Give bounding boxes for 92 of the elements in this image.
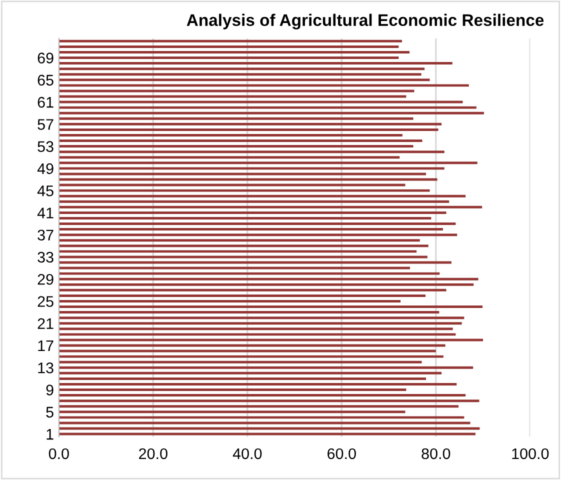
bar <box>58 372 442 374</box>
bar <box>58 84 469 87</box>
bar <box>58 338 484 342</box>
y-tick-label: 53 <box>38 141 54 152</box>
bar <box>58 50 410 54</box>
y-tick-label: 45 <box>37 186 54 196</box>
bar <box>58 311 440 314</box>
bar <box>58 400 480 402</box>
bar <box>58 56 399 60</box>
bar <box>58 366 474 369</box>
bar <box>58 222 456 226</box>
bar <box>58 288 446 292</box>
chart-title: Analysis of Agricultural Economic Resilience <box>186 14 544 30</box>
y-tick-label: 37 <box>38 230 54 241</box>
bar <box>58 162 478 164</box>
bar <box>58 62 452 65</box>
bar <box>58 294 426 297</box>
y-tick-label: 65 <box>38 74 54 86</box>
bar <box>58 78 430 82</box>
x-tick-label: 100.0 <box>512 448 549 460</box>
x-tick-label: 20.0 <box>139 448 168 460</box>
bar <box>58 145 414 148</box>
bar <box>58 355 444 358</box>
bar <box>58 350 436 352</box>
bar <box>58 300 401 302</box>
bar <box>58 156 400 159</box>
bar <box>58 410 406 414</box>
x-tick-label: 60.0 <box>328 448 356 460</box>
bar <box>58 422 470 424</box>
y-tick-label: 69 <box>38 52 54 64</box>
bar <box>58 167 444 170</box>
bar <box>58 272 440 275</box>
y-tick-label: 29 <box>38 274 54 285</box>
y-tick-label: 61 <box>38 96 54 108</box>
bar <box>58 150 444 154</box>
y-tick-label: 9 <box>46 384 54 396</box>
bar <box>58 382 457 386</box>
y-tick-label: 25 <box>38 296 54 307</box>
y-tick-label: 21 <box>38 318 54 329</box>
bar <box>58 432 476 436</box>
bar <box>58 228 443 231</box>
bar <box>58 134 402 136</box>
bar <box>58 266 410 270</box>
y-tick-label: 5 <box>46 406 54 418</box>
bar <box>58 322 462 325</box>
bar <box>58 194 466 198</box>
bar <box>58 283 474 286</box>
bar <box>58 45 399 48</box>
bar <box>58 388 406 392</box>
bar <box>58 206 482 208</box>
y-tick-label: 41 <box>37 208 54 218</box>
bar <box>58 90 414 92</box>
y-tick-label: 13 <box>38 362 54 374</box>
bar <box>58 73 422 76</box>
bar <box>58 244 428 248</box>
bar <box>58 128 438 131</box>
y-tick-label: 33 <box>38 252 54 263</box>
bar <box>58 40 402 42</box>
y-tick-label: 49 <box>37 163 54 174</box>
bar <box>58 328 453 330</box>
y-tick-label: 1 <box>46 429 54 440</box>
bar <box>58 306 483 308</box>
bar <box>58 239 420 242</box>
bar <box>58 106 476 109</box>
x-tick-label: 40.0 <box>232 448 262 460</box>
bar <box>58 234 458 236</box>
bar <box>58 416 464 419</box>
bar <box>58 278 478 280</box>
bar <box>58 211 446 214</box>
bar <box>58 216 432 220</box>
bar <box>58 184 406 186</box>
bar <box>58 112 484 114</box>
bar <box>58 250 417 253</box>
bar <box>58 256 428 258</box>
bar <box>58 200 450 203</box>
bar <box>58 360 422 364</box>
bar <box>58 117 414 120</box>
y-tick-label: 57 <box>38 119 54 130</box>
bar <box>58 316 464 320</box>
bar <box>58 122 442 126</box>
bar <box>58 100 463 104</box>
bar <box>58 68 425 70</box>
bar <box>58 377 426 380</box>
bar <box>58 140 422 142</box>
bar <box>58 333 456 336</box>
bar <box>58 189 430 192</box>
bar <box>58 172 426 176</box>
bar <box>58 394 466 397</box>
x-tick-label: 80.0 <box>422 448 450 460</box>
x-tick-label: 0.0 <box>48 448 69 460</box>
bar <box>58 405 459 408</box>
y-tick-label: 17 <box>38 340 54 352</box>
